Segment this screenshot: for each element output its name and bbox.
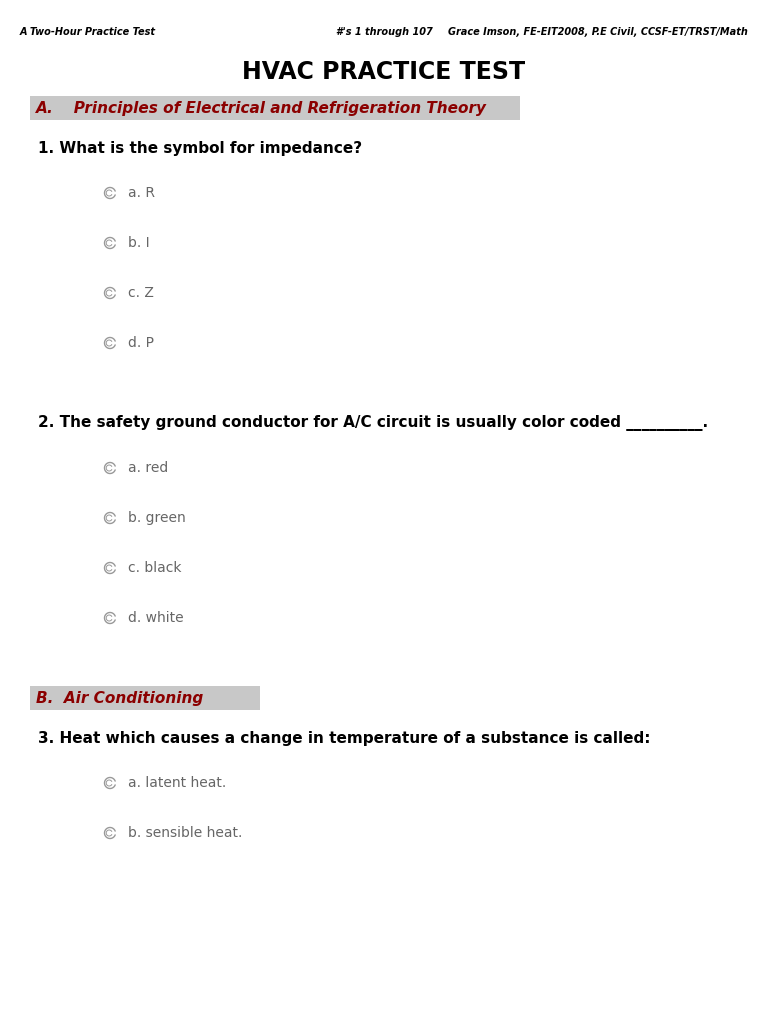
Text: A.    Principles of Electrical and Refrigeration Theory: A. Principles of Electrical and Refriger… <box>36 100 487 116</box>
Text: a. R: a. R <box>128 186 155 200</box>
Text: d. P: d. P <box>128 336 154 350</box>
Text: B.  Air Conditioning: B. Air Conditioning <box>36 690 204 706</box>
Text: d. white: d. white <box>128 611 184 625</box>
Text: a. latent heat.: a. latent heat. <box>128 776 227 790</box>
Text: c. black: c. black <box>128 561 181 575</box>
Text: Grace Imson, FE-EIT2008, P.E Civil, CCSF-ET/TRST/Math: Grace Imson, FE-EIT2008, P.E Civil, CCSF… <box>448 27 748 37</box>
Text: 2. The safety ground conductor for A/C circuit is usually color coded __________: 2. The safety ground conductor for A/C c… <box>38 415 708 431</box>
FancyBboxPatch shape <box>30 96 520 120</box>
Text: a. red: a. red <box>128 461 168 475</box>
Text: c. Z: c. Z <box>128 286 154 300</box>
Text: A Two-Hour Practice Test: A Two-Hour Practice Test <box>20 27 156 37</box>
Text: HVAC PRACTICE TEST: HVAC PRACTICE TEST <box>243 60 525 84</box>
Text: b. green: b. green <box>128 511 186 525</box>
Text: #'s 1 through 107: #'s 1 through 107 <box>336 27 432 37</box>
Text: 1. What is the symbol for impedance?: 1. What is the symbol for impedance? <box>38 140 362 156</box>
Text: 3. Heat which causes a change in temperature of a substance is called:: 3. Heat which causes a change in tempera… <box>38 730 650 745</box>
Text: b. I: b. I <box>128 236 150 250</box>
Text: b. sensible heat.: b. sensible heat. <box>128 826 243 840</box>
FancyBboxPatch shape <box>30 686 260 710</box>
